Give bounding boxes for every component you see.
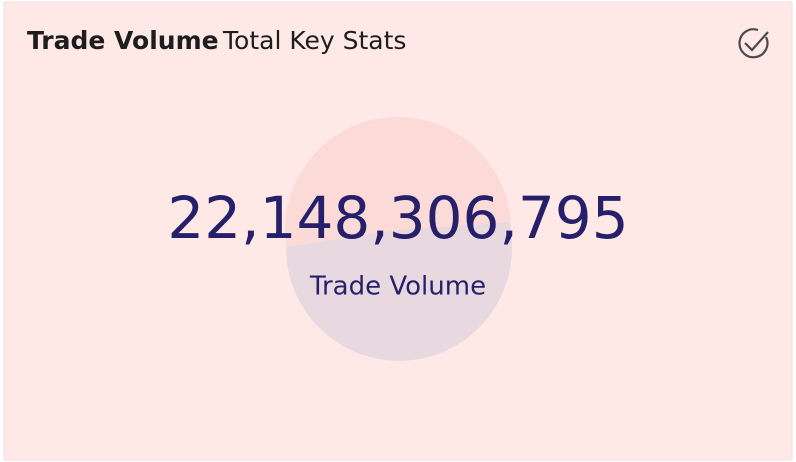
- card-subtitle: Total Key Stats: [222, 26, 406, 55]
- check-icon[interactable]: [738, 28, 769, 59]
- check-mark: [744, 31, 769, 52]
- circle-lower: [285, 222, 512, 361]
- decorative-circle: [285, 117, 512, 361]
- kpi-label: Trade Volume: [309, 272, 486, 302]
- card-title: Trade Volume: [27, 26, 219, 55]
- check-circle: [738, 28, 769, 59]
- kpi-value: 22,148,306,795: [167, 184, 628, 252]
